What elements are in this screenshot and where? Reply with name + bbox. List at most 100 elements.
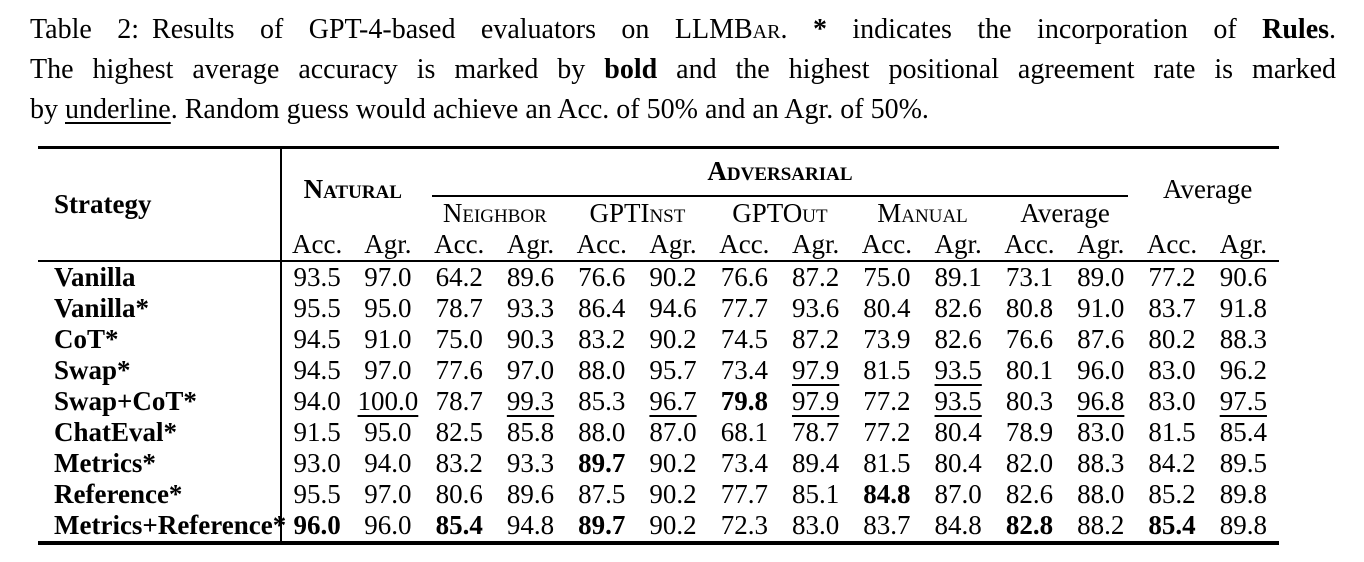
value-cell: 83.2 — [435, 448, 483, 478]
caption-segment: The highest average accuracy is marked b… — [30, 54, 605, 85]
strategy-cell: Swap* — [38, 355, 282, 386]
value-cell: 90.2 — [649, 479, 697, 509]
value-cell: 95.5 — [293, 479, 341, 509]
table-body: Vanilla 93.5 97.0 64.2 89.6 76.6 90.2 76.6 87.2 7… — [38, 260, 1279, 543]
value-cell: 85.2 — [1148, 479, 1196, 509]
value-cell: 83.7 — [1148, 293, 1196, 323]
value-cell: 72.3 — [720, 510, 768, 540]
value-cell: 99.3 — [506, 386, 555, 416]
table-row: Metrics+Reference* 96.0 96.0 85.4 94.8 89.7 90… — [38, 510, 1279, 543]
value-cell: 97.0 — [364, 355, 412, 385]
column-group-neighbor: Neighbor — [442, 197, 547, 228]
value-cell: 90.3 — [506, 324, 555, 354]
value-cell: 77.7 — [720, 293, 768, 323]
column-header-acc: Acc. — [434, 229, 485, 259]
value-cell: 87.2 — [791, 324, 840, 354]
column-header-acc: Acc. — [576, 229, 627, 259]
value-cell: 77.6 — [435, 355, 483, 385]
value-cell: 77.2 — [1136, 260, 1208, 293]
value-cell: 97.0 — [506, 355, 555, 385]
value-cell: 96.7 — [649, 386, 697, 416]
value-cell: 89.8 — [1219, 510, 1267, 540]
value-cell: 82.6 — [934, 324, 982, 354]
value-cell: 80.4 — [863, 293, 911, 323]
value-cell: 93.3 — [506, 293, 555, 323]
strategy-cell: Swap+CoT* — [38, 386, 282, 417]
value-cell: 80.4 — [934, 417, 982, 447]
column-header-agr: Agr. — [649, 229, 697, 259]
value-cell: 87.0 — [649, 417, 697, 447]
value-cell: 85.4 — [1148, 510, 1196, 540]
table-row: CoT* 94.5 91.0 75.0 90.3 83.2 90.2 74.5 87.2 73.9… — [38, 324, 1279, 355]
value-cell: 73.4 — [720, 448, 768, 478]
caption-segment: by — [30, 94, 65, 125]
strategy-cell: Vanilla* — [38, 293, 282, 324]
value-cell: 85.4 — [1219, 417, 1267, 447]
value-cell: 88.3 — [1219, 324, 1267, 354]
value-cell: 83.0 — [1077, 417, 1125, 447]
caption-line: The highest average accuracy is marked b… — [30, 50, 1336, 90]
value-cell: 73.4 — [720, 355, 768, 385]
paper-page: Table 2: Results of GPT-4-based evaluator… — [0, 10, 1364, 562]
value-cell: 75.0 — [851, 260, 923, 293]
value-cell: 88.0 — [578, 355, 626, 385]
value-cell: 80.6 — [435, 479, 483, 509]
value-cell: 81.5 — [863, 448, 911, 478]
value-cell: 87.0 — [934, 479, 982, 509]
header-row-subgroups: Neighbor GPTInst GPTOut Manual Average — [38, 197, 1279, 229]
value-cell: 89.8 — [1219, 479, 1267, 509]
table-row: Vanilla* 95.5 95.0 78.7 93.3 86.4 94.6 77.7 93.6… — [38, 293, 1279, 324]
strategy-cell: Metrics+Reference* — [38, 510, 286, 543]
value-cell: 76.6 — [566, 260, 638, 293]
value-cell: 91.0 — [364, 324, 412, 354]
value-cell: 68.1 — [720, 417, 768, 447]
strategy-cell: Vanilla — [38, 260, 282, 293]
value-cell: 89.1 — [922, 260, 994, 293]
value-cell: 74.5 — [720, 324, 768, 354]
value-cell: 81.5 — [1148, 417, 1196, 447]
value-cell: 94.0 — [364, 448, 412, 478]
column-header-acc: Acc. — [1146, 229, 1198, 259]
value-cell: 83.7 — [863, 510, 911, 540]
value-cell: 82.0 — [1005, 448, 1054, 478]
value-cell: 95.7 — [649, 355, 697, 385]
value-cell: 76.6 — [708, 260, 780, 293]
value-cell: 80.3 — [1005, 386, 1054, 416]
value-cell: 81.5 — [863, 355, 911, 385]
value-cell: 88.3 — [1077, 448, 1125, 478]
value-cell: 83.2 — [578, 324, 626, 354]
value-cell: 96.8 — [1077, 386, 1125, 416]
value-cell: 82.6 — [934, 293, 982, 323]
caption-line: Table 2: Results of GPT-4-based evaluator… — [30, 10, 1336, 50]
value-cell: 88.0 — [578, 417, 626, 447]
value-cell: 82.5 — [435, 417, 483, 447]
value-cell: 83.0 — [1148, 386, 1196, 416]
value-cell: 76.6 — [1005, 324, 1054, 354]
value-cell: 85.1 — [791, 479, 840, 509]
value-cell: 95.5 — [293, 293, 341, 323]
caption-segment: . — [1329, 14, 1337, 45]
value-cell: 96.0 — [364, 510, 412, 540]
value-cell: 77.7 — [720, 479, 768, 509]
value-cell: 96.0 — [293, 510, 341, 540]
value-cell: 84.2 — [1148, 448, 1196, 478]
value-cell: 80.1 — [1005, 355, 1054, 385]
table-row: Reference* 95.5 97.0 80.6 89.6 87.5 90.2 77.7 85… — [38, 479, 1279, 510]
value-cell: 83.0 — [791, 510, 840, 540]
value-cell: 94.5 — [293, 324, 341, 354]
value-cell: 96.2 — [1219, 355, 1267, 385]
value-cell: 84.8 — [934, 510, 982, 540]
strategy-cell: ChatEval* — [38, 417, 282, 448]
value-cell: 88.0 — [1077, 479, 1125, 509]
column-header-acc: Acc. — [1004, 229, 1055, 259]
table-row: ChatEval* 91.5 95.0 82.5 85.8 88.0 87.0 68.1 78.… — [38, 417, 1279, 448]
strategy-cell: Metrics* — [38, 448, 282, 479]
value-cell: 93.6 — [791, 293, 840, 323]
value-cell: 90.2 — [649, 510, 697, 540]
value-cell: 94.8 — [506, 510, 555, 540]
value-cell: 78.9 — [1005, 417, 1054, 447]
column-header-acc: Acc. — [292, 229, 343, 259]
value-cell: 94.0 — [293, 386, 341, 416]
column-header-agr: Agr. — [934, 229, 982, 259]
value-cell: 89.7 — [578, 510, 626, 540]
